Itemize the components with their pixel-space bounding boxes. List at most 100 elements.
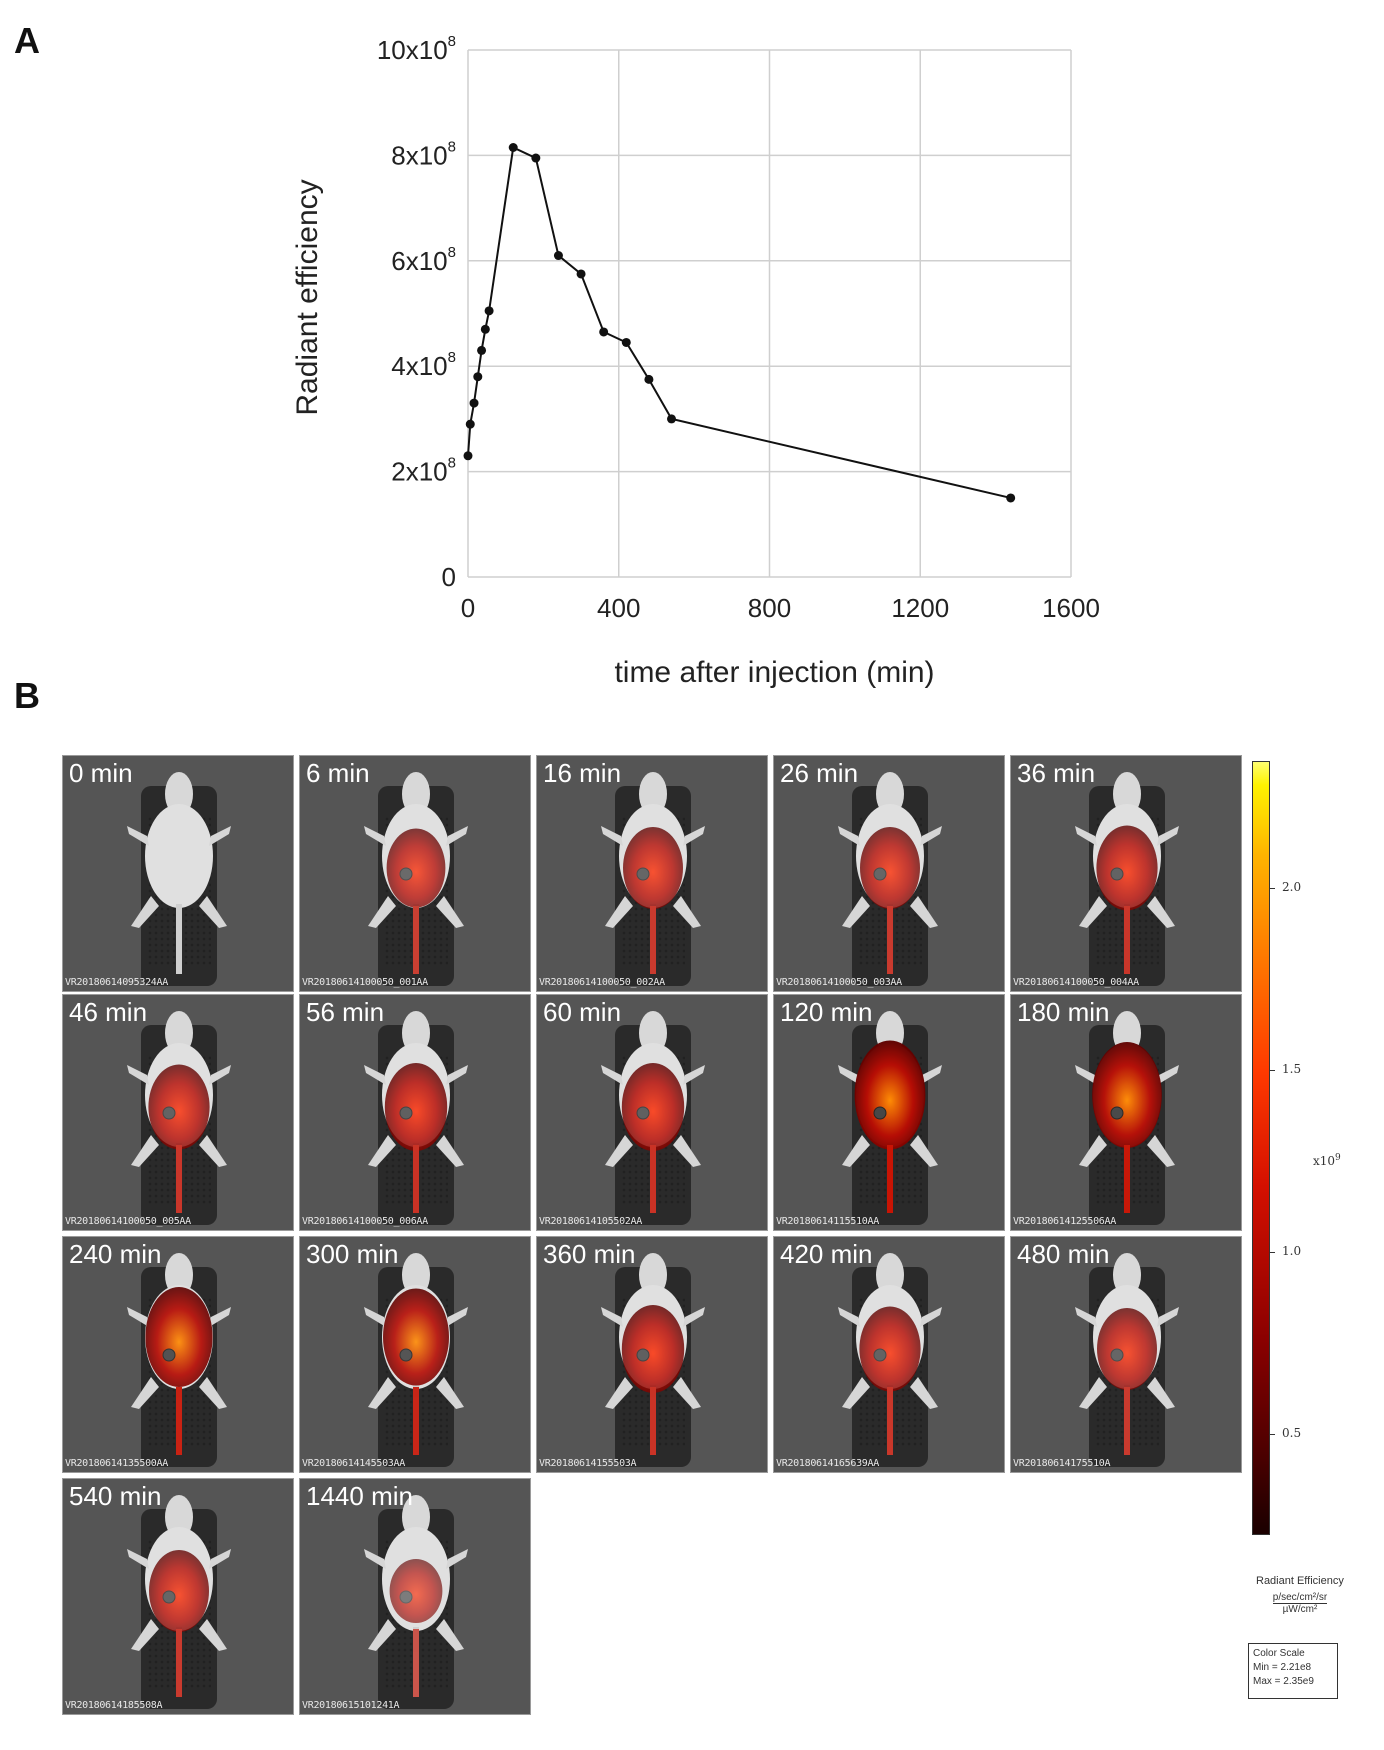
data-point [480,324,490,334]
x-tick-label: 1600 [1042,593,1100,623]
tile-id-label: VR20180614175510A [1013,1458,1111,1469]
imaging-tile: 36 min VR20180614100050_004AA [1010,755,1242,992]
x-tick-label: 0 [461,593,475,623]
data-point [463,451,473,461]
x-tick-label: 400 [597,593,640,623]
data-point [599,327,609,337]
colorbar-tick-mark [1270,1251,1275,1253]
imaging-tile: 26 min VR20180614100050_003AA [773,755,1005,992]
tile-time-label: 240 min [69,1239,162,1269]
mouse-image [300,1237,530,1472]
y-tick-exponent: 8 [448,349,456,366]
fluorescence-signal [621,1063,685,1213]
mouse-image [774,995,1004,1230]
imaging-tile: 300 min VR20180614145503AA [299,1236,531,1473]
data-point [484,306,494,316]
tile-id-label: VR20180614100050_006AA [302,1216,428,1227]
mouse-image [1011,756,1241,991]
tile-id-label: VR20180614165639AA [776,1458,879,1469]
colorbar-tick-label: 0.5 [1282,1425,1302,1440]
mouse-image [774,756,1004,991]
imaging-tile: 120 min VR20180614115510AA [773,994,1005,1231]
tile-time-label: 360 min [543,1239,636,1269]
tile-id-label: VR20180614100050_001AA [302,977,428,988]
colorbar-tick-mark [1270,1070,1275,1072]
tile-id-label: VR20180614095324AA [65,977,168,988]
colorbar-tick-label: 1.5 [1282,1062,1302,1077]
colorbar-multiplier-base: x10 [1313,1154,1336,1168]
color-scale-max: Max = 2.35e9 [1253,1676,1314,1687]
fluorescence-signal [860,827,920,974]
colorbar-tick-label: 1.0 [1282,1243,1302,1258]
tile-time-label: 180 min [1017,997,1110,1027]
mouse-image [63,756,293,991]
tile-id-label: VR20180614100050_004AA [1013,977,1139,988]
y-tick-label: 6x108 [391,244,456,276]
tile-id-label: VR20180614135500AA [65,1458,168,1469]
tile-id-label: VR20180614125506AA [1013,1216,1116,1227]
color-scale-box: Color Scale Min = 2.21e8 Max = 2.35e9 [1248,1643,1338,1699]
data-point [469,398,479,408]
colorbar-tick-mark [1270,888,1275,890]
mouse-image [300,995,530,1230]
imaging-tile: 360 min VR20180614155503A [536,1236,768,1473]
mouse-image [537,995,767,1230]
colorbar-unit-numerator: p/sec/cm²/sr [1272,1592,1328,1604]
tile-time-label: 420 min [780,1239,873,1269]
tile-id-label: VR20180615101241A [302,1700,400,1711]
mouse-image [300,1479,530,1714]
mouse-image [300,756,530,991]
y-tick-exponent: 8 [448,244,456,261]
imaging-tile: 540 min VR20180614185508A [62,1478,294,1715]
fluorescence-signal [621,1305,685,1455]
tile-id-label: VR20180614155503A [539,1458,637,1469]
tile-id-label: VR20180614100050_005AA [65,1216,191,1227]
imaging-tile: 16 min VR20180614100050_002AA [536,755,768,992]
data-point [644,374,654,384]
tile-time-label: 16 min [543,758,622,788]
fluorescence-signal [859,1306,921,1455]
tile-id-label: VR20180614145503AA [302,1458,405,1469]
tile-time-label: 540 min [69,1481,162,1511]
data-point [553,251,563,261]
imaging-tile: 6 min VR20180614100050_001AA [299,755,531,992]
color-scale-min: Min = 2.21e8 [1253,1662,1312,1673]
panel-label-b: B [14,675,40,716]
colorbar-multiplier-exp: 9 [1335,1153,1341,1163]
imaging-tile: 240 min VR20180614135500AA [62,1236,294,1473]
colorbar [1252,761,1270,1535]
imaging-tile: 420 min VR20180614165639AA [773,1236,1005,1473]
fluorescence-signal [386,828,446,974]
imaging-tile: 46 min VR20180614100050_005AA [62,994,294,1231]
x-axis-label: time after injection (min) [614,656,934,689]
mouse-image [1011,1237,1241,1472]
fluorescence-signal [149,1550,209,1697]
panel-label-a: A [14,20,40,61]
tile-id-label: VR20180614100050_003AA [776,977,902,988]
mouse-image [537,1237,767,1472]
data-point [473,372,483,382]
imaging-tile: 180 min VR20180614125506AA [1010,994,1242,1231]
line-chart: 0 400 800 1200 1600 0 2x108 4x108 6x108 8x108 10x1… [291,33,1100,689]
x-tick-label: 800 [748,593,791,623]
fluorescence-signal [623,827,683,974]
y-tick-exponent: 8 [448,455,456,472]
colorbar-unit-denominator: µW/cm² [1282,1604,1318,1615]
y-tick-exponent: 8 [448,138,456,155]
colorbar-tick-label: 2.0 [1282,880,1302,895]
data-point [576,269,586,279]
fluorescence-signal [1097,1308,1157,1455]
data-point [477,345,487,355]
mouse-image [63,995,293,1230]
mouse-image [63,1237,293,1472]
color-scale-title: Color Scale [1253,1648,1305,1659]
data-point [508,142,518,152]
fluorescence-signal [384,1063,448,1213]
colorbar-unit: p/sec/cm²/sr µW/cm² [1250,1592,1350,1615]
x-tick-label: 1200 [891,593,949,623]
tile-time-label: 46 min [69,997,148,1027]
tile-time-label: 60 min [543,997,622,1027]
data-point [465,419,475,429]
tile-id-label: VR20180614105502AA [539,1216,642,1227]
mouse-image [774,1237,1004,1472]
